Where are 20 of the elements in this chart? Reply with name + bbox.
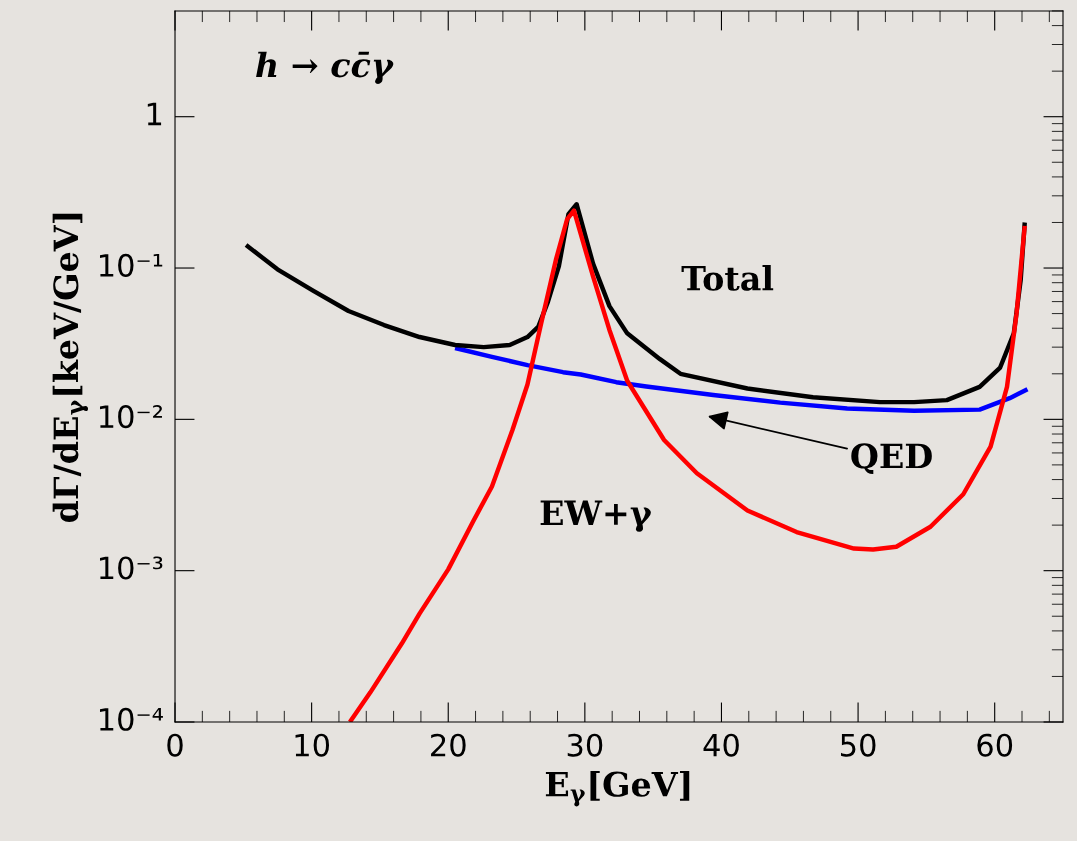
series-label: QED [851, 443, 932, 475]
x-tick-label: 60 [977, 733, 1013, 757]
y-tick-label: 1 [147, 102, 162, 126]
y-axis-title: dΓ/dE$_{γ}$[keV/GeV] [52, 213, 89, 523]
series-label: EW+γ [540, 500, 651, 532]
y-tick-label: 10⁻¹ [100, 253, 163, 277]
y-tick-label: 10⁻³ [100, 556, 163, 580]
x-tick-label: 40 [703, 733, 739, 757]
text: Total [681, 265, 774, 291]
y-tick-label: 10⁻² [100, 405, 162, 429]
line-series [452, 345, 1030, 413]
x-tick-label: 10 [295, 733, 330, 757]
y-tick-label: 10⁻⁴ [100, 707, 163, 731]
x-tick-label: 20 [431, 733, 466, 757]
x-tick-label: 0 [167, 733, 183, 757]
x-tick-label: 30 [567, 733, 603, 757]
annotation: h → cc̄γ [256, 51, 394, 84]
x-tick-label: 50 [841, 733, 876, 757]
x-axis-title: E$_{γ}$[GeV] [545, 771, 690, 807]
line-series [347, 208, 1027, 722]
